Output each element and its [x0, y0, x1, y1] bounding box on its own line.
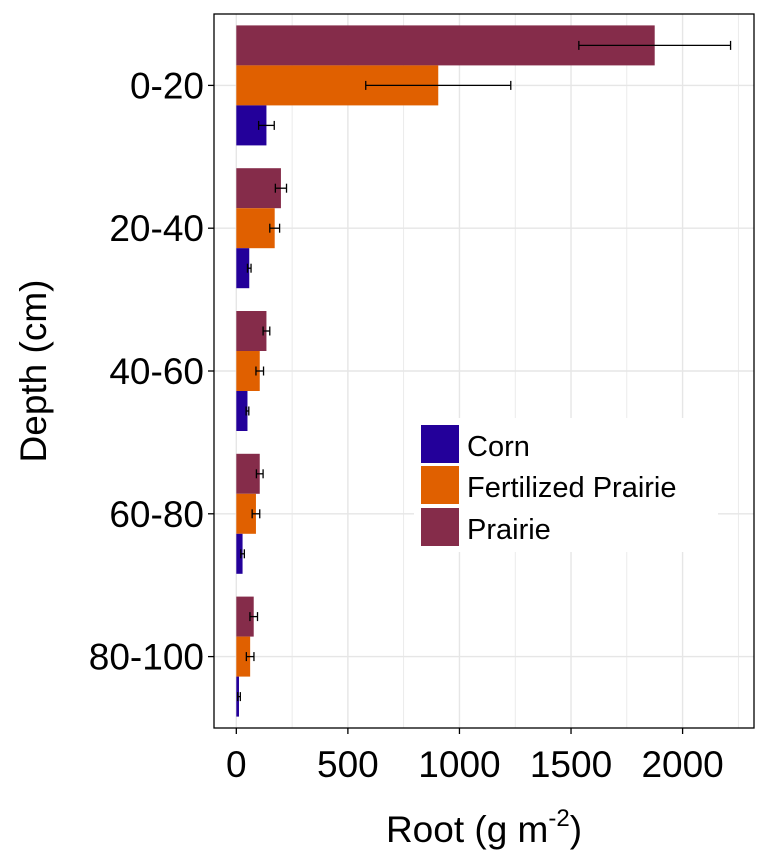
y-tick-label: 40-60	[109, 351, 204, 392]
legend-background	[414, 418, 718, 552]
bar	[236, 208, 275, 249]
legend-label-fertilized-prairie: Fertilized Prairie	[467, 472, 677, 504]
x-tick-label: 1000	[418, 744, 500, 785]
x-tick-label: 0	[226, 744, 247, 785]
bar	[236, 533, 243, 574]
x-tick-label: 2000	[641, 744, 723, 785]
legend-key-prairie	[421, 508, 459, 546]
error-bars	[237, 40, 732, 702]
bar	[236, 636, 251, 677]
bar	[236, 168, 281, 209]
legend: Corn Fertilized Prairie Prairie	[414, 418, 718, 552]
x-axis-title-superscript: -2	[548, 805, 569, 832]
x-axis-title-main: Root (g m	[386, 809, 548, 850]
y-tick-label: 80-100	[89, 637, 204, 678]
bar	[236, 311, 267, 351]
x-tick-label: 1500	[530, 744, 612, 785]
y-axis: 0-20 20-40 40-60 60-80 80-100	[89, 65, 214, 678]
bar	[236, 391, 248, 431]
legend-key-fertilized-prairie	[421, 466, 459, 504]
bar	[236, 453, 260, 494]
legend-key-corn	[421, 425, 459, 463]
bar	[236, 351, 260, 391]
bar	[236, 596, 254, 637]
y-axis-title: Depth (cm)	[13, 280, 54, 463]
bar	[236, 493, 256, 534]
bar	[236, 248, 250, 289]
legend-label-corn: Corn	[467, 431, 530, 463]
y-tick-label: 20-40	[109, 208, 204, 249]
grid-lines	[214, 14, 754, 728]
x-axis-title: Root (g m-2)	[386, 805, 582, 850]
legend-label-prairie: Prairie	[467, 514, 551, 546]
x-axis-title-end: )	[570, 809, 582, 850]
y-tick-label: 0-20	[130, 65, 204, 106]
x-tick-label: 500	[317, 744, 379, 785]
x-axis: 0 500 1000 1500 2000	[226, 728, 724, 785]
y-tick-label: 60-80	[109, 494, 204, 535]
